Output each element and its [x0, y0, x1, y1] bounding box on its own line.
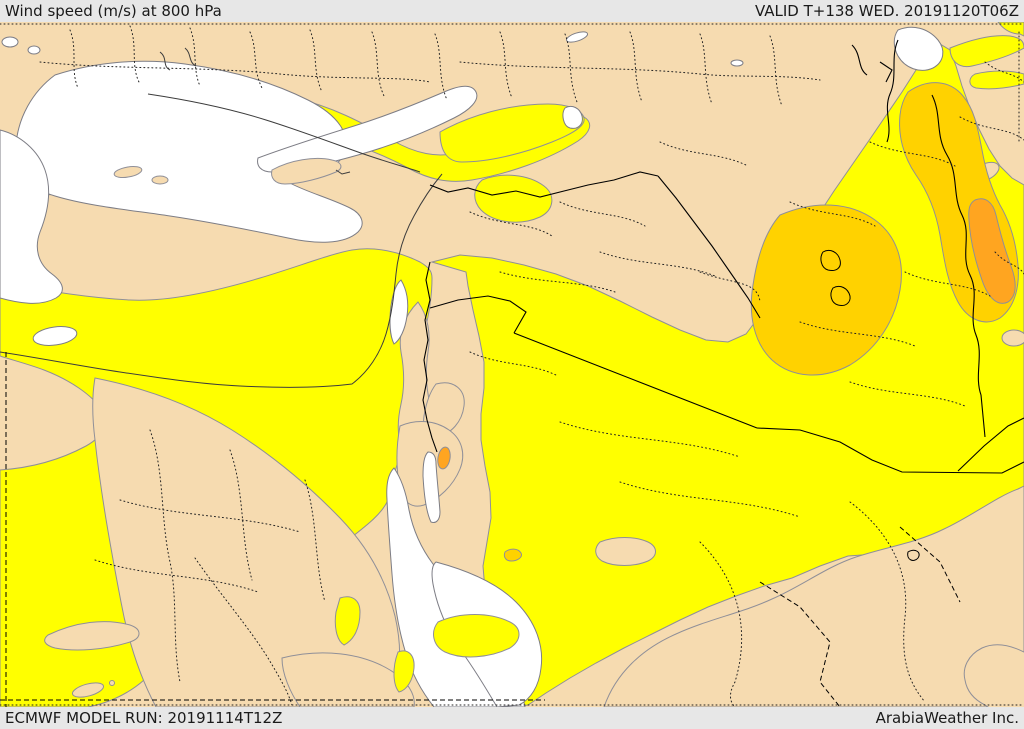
wind-fill-tan-overlays — [44, 161, 1024, 707]
valid-time-label: VALID T+138 WED. 20191120T06Z — [754, 2, 1019, 20]
island-shapes — [113, 157, 920, 693]
footer-bar: ECMWF MODEL RUN: 20191114T12Z ArabiaWeat… — [0, 707, 1024, 729]
page-title: Wind speed (m/s) at 800 hPa — [5, 2, 222, 20]
credit-label: ArabiaWeather Inc. — [875, 709, 1019, 727]
header-bar: Wind speed (m/s) at 800 hPa VALID T+138 … — [0, 0, 1024, 22]
wind-fill-white-regions — [0, 26, 944, 707]
wind-speed-map-canvas — [0, 22, 1024, 707]
coastline-layer — [0, 47, 443, 388]
weather-map — [0, 22, 1024, 707]
admin-boundary-layer — [0, 23, 1024, 707]
wind-fill-orange-regions — [437, 198, 1016, 470]
model-run-label: ECMWF MODEL RUN: 20191114T12Z — [5, 709, 283, 727]
country-border-layer — [0, 39, 1024, 707]
